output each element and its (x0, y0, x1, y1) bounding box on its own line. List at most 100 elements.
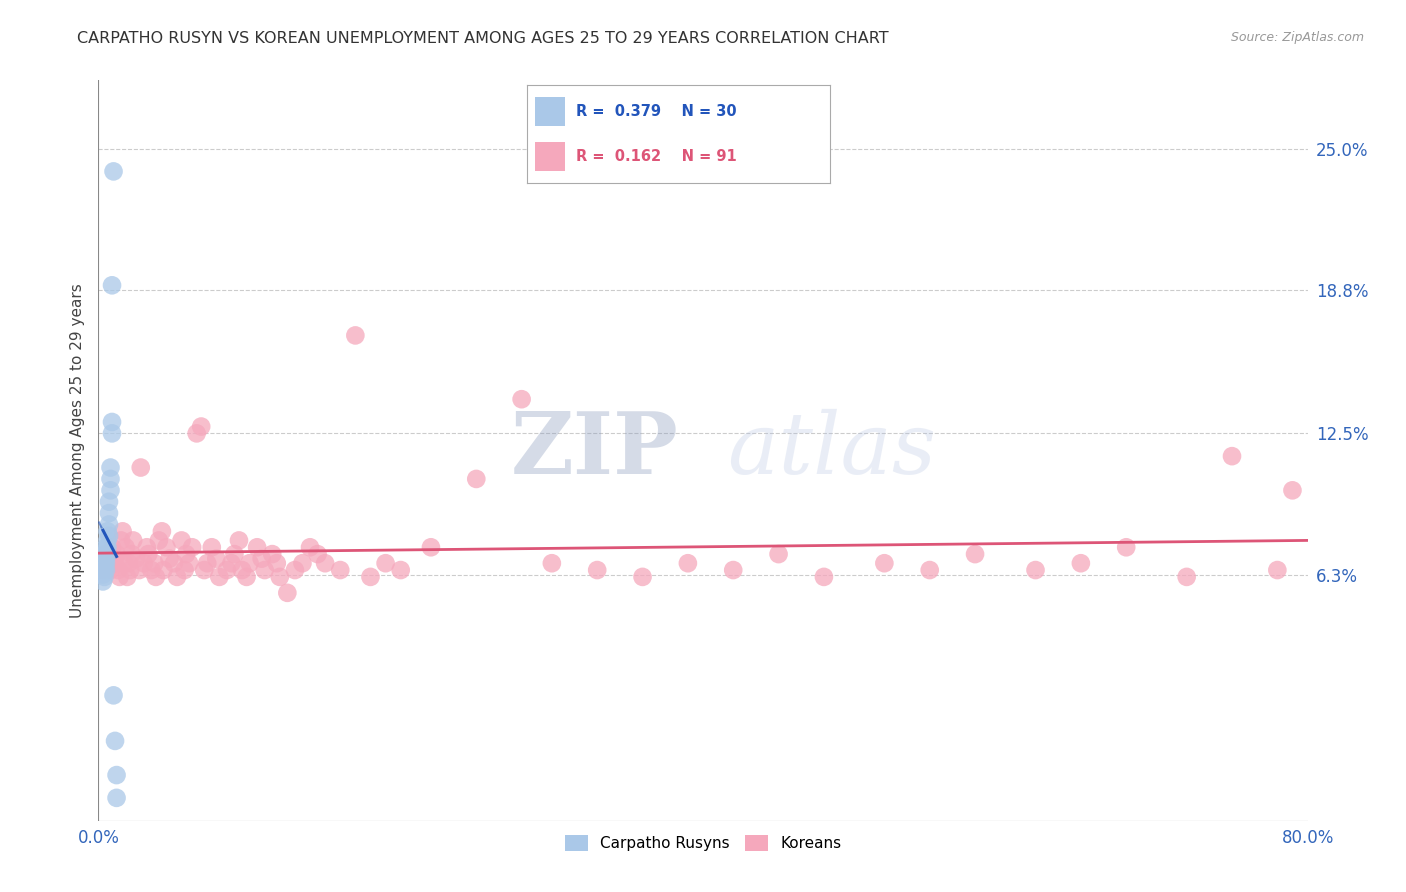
Point (103, 551, 125, 566)
Point (101, 415, 124, 429)
Point (94, 541, 117, 555)
Point (91, 563, 114, 577)
Text: atlas: atlas (727, 409, 936, 491)
Point (224, 547, 246, 561)
Point (344, 328, 367, 343)
Point (329, 563, 352, 577)
Point (148, 533, 170, 548)
Text: Source: ZipAtlas.com: Source: ZipAtlas.com (1230, 31, 1364, 45)
Point (360, 570, 382, 584)
Point (179, 556, 201, 570)
Point (215, 563, 238, 577)
Point (510, 392, 533, 407)
Point (266, 556, 288, 570)
Point (540, 556, 562, 570)
Bar (534, 96, 565, 126)
Point (94, 551, 117, 566)
Point (96, 524, 118, 539)
Point (91, 574, 114, 589)
Point (250, 551, 273, 566)
Point (141, 563, 163, 577)
Text: CARPATHO RUSYN VS KOREAN UNEMPLOYMENT AMONG AGES 25 TO 29 YEARS CORRELATION CHAR: CARPATHO RUSYN VS KOREAN UNEMPLOYMENT AM… (77, 31, 889, 46)
Point (94, 563, 117, 577)
Point (103, 164, 125, 178)
Point (299, 541, 322, 555)
Point (104, 556, 127, 570)
Point (239, 556, 262, 570)
Point (115, 570, 138, 584)
Y-axis label: Unemployment Among Ages 25 to 29 years: Unemployment Among Ages 25 to 29 years (69, 283, 84, 618)
Point (228, 533, 250, 548)
Point (100, 472, 122, 486)
Point (170, 533, 193, 548)
Point (100, 460, 122, 475)
Point (235, 570, 257, 584)
Point (150, 524, 173, 539)
Point (174, 547, 197, 561)
Point (122, 533, 145, 548)
Point (155, 541, 177, 555)
Point (103, 689, 125, 703)
Point (186, 426, 208, 441)
Point (307, 547, 329, 561)
Point (159, 551, 181, 566)
Point (136, 547, 159, 561)
Point (91, 567, 114, 582)
Point (101, 278, 124, 293)
Point (163, 556, 186, 570)
Bar (534, 142, 565, 171)
Point (768, 547, 790, 561)
Point (125, 551, 148, 566)
Point (98, 506, 121, 520)
Point (965, 547, 987, 561)
Point (94, 547, 117, 561)
Point (262, 547, 284, 561)
Point (181, 541, 204, 555)
Point (374, 556, 396, 570)
Point (112, 556, 135, 570)
Point (173, 563, 195, 577)
Point (135, 541, 157, 555)
Legend: Carpatho Rusyns, Koreans: Carpatho Rusyns, Koreans (558, 830, 848, 857)
Point (128, 563, 150, 577)
Point (1024, 563, 1046, 577)
Point (110, 533, 132, 548)
Text: ZIP: ZIP (510, 409, 679, 492)
Point (195, 556, 218, 570)
Text: R =  0.162    N = 91: R = 0.162 N = 91 (575, 149, 737, 164)
Point (105, 790, 128, 805)
Point (631, 570, 654, 584)
Point (918, 563, 941, 577)
Point (100, 563, 122, 577)
Point (143, 556, 166, 570)
Point (93, 563, 115, 577)
Point (107, 563, 129, 577)
Point (96, 547, 118, 561)
Point (105, 547, 128, 561)
Point (93, 556, 115, 570)
Point (114, 541, 136, 555)
Point (246, 541, 269, 555)
Point (91, 563, 114, 577)
Point (201, 541, 224, 555)
Point (98, 529, 121, 543)
Point (104, 734, 127, 748)
Point (1281, 483, 1303, 498)
Point (723, 563, 745, 577)
Point (1267, 563, 1289, 577)
Point (96, 533, 118, 548)
Point (291, 556, 314, 570)
Point (873, 556, 896, 570)
Point (253, 563, 276, 577)
Point (100, 483, 122, 498)
Point (676, 556, 699, 570)
Point (94, 556, 117, 570)
Point (111, 524, 134, 539)
Point (101, 426, 124, 441)
Point (231, 563, 253, 577)
Point (586, 563, 609, 577)
Point (98, 494, 121, 508)
Point (98, 517, 121, 532)
Point (145, 570, 167, 584)
Point (190, 419, 212, 434)
